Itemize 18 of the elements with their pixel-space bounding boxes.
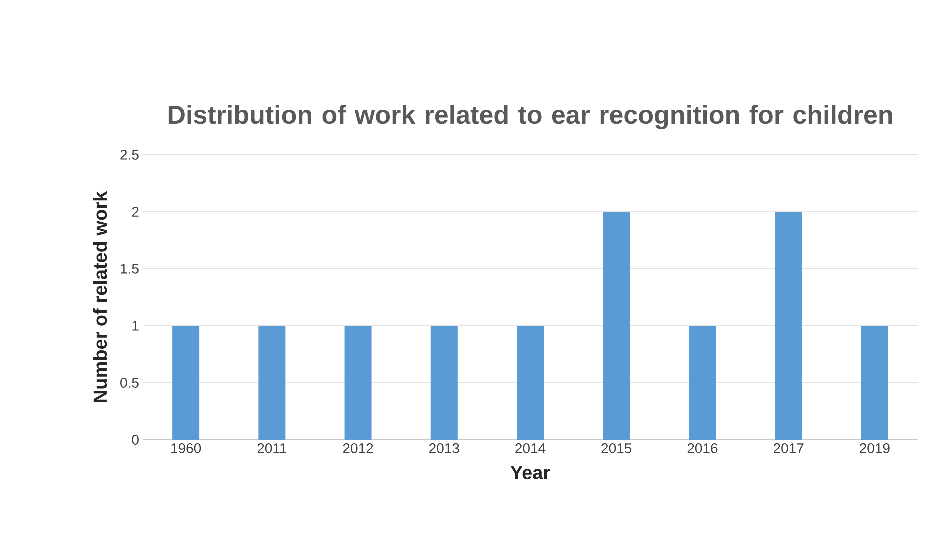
x-tick-label: 2014 <box>516 444 546 454</box>
chart-title: Distribution of work related to ear recognition for children <box>168 105 892 130</box>
y-tick-label: 2.5 <box>120 150 139 160</box>
y-tick-label: 2 <box>132 207 139 217</box>
y-tick-label: 1.5 <box>121 264 139 274</box>
y-axis-title: Number of related work <box>93 191 108 402</box>
x-tick-label: 2019 <box>860 444 890 454</box>
x-tick-label: 2015 <box>602 444 632 454</box>
y-tick-label: 0 <box>132 435 139 445</box>
y-tick-label: 0.5 <box>120 378 139 388</box>
y-tick-label: 1 <box>132 321 139 331</box>
x-tick-label: 2017 <box>774 444 804 454</box>
x-tick-label: 2012 <box>343 444 374 454</box>
x-axis-title: Year <box>510 466 550 480</box>
x-tick-label: 1960 <box>172 444 202 454</box>
x-tick-label: 2013 <box>430 444 460 454</box>
x-tick-label: 2011 <box>258 444 287 454</box>
x-tick-label: 2016 <box>688 444 718 454</box>
